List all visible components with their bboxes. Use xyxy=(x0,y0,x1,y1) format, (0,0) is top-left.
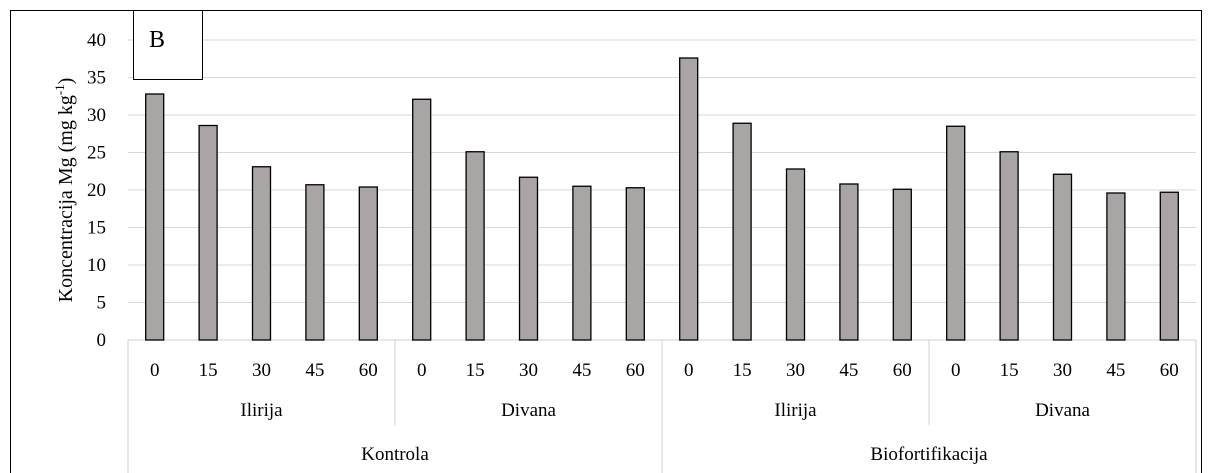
subgroup-label: Divana xyxy=(1035,400,1090,421)
x-tick-label: 45 xyxy=(839,360,858,381)
x-tick-label: 0 xyxy=(150,360,160,381)
x-tick-label: 60 xyxy=(1160,360,1179,381)
x-tick-label: 30 xyxy=(1053,360,1072,381)
x-tick-label: 60 xyxy=(359,360,378,381)
bar xyxy=(518,176,539,341)
bar xyxy=(1106,192,1126,341)
bar xyxy=(1159,191,1179,341)
y-tick-label: 30 xyxy=(87,105,106,126)
bar xyxy=(305,184,325,341)
bar xyxy=(251,166,272,341)
bar xyxy=(839,183,859,341)
subgroup-label: Ilirija xyxy=(774,400,817,421)
x-tick-label: 0 xyxy=(684,360,694,381)
x-tick-label: 30 xyxy=(519,360,538,381)
bar xyxy=(732,122,752,341)
bar xyxy=(1052,173,1073,341)
x-tick-label: 60 xyxy=(626,360,645,381)
x-tick-label: 0 xyxy=(951,360,961,381)
y-tick-label: 40 xyxy=(87,30,106,51)
x-tick-label: 60 xyxy=(893,360,912,381)
y-axis-title: Koncentracija Mg (mg kg-1) xyxy=(52,78,77,303)
y-tick-label: 5 xyxy=(97,293,107,314)
bar xyxy=(625,187,645,341)
x-tick-label: 15 xyxy=(466,360,485,381)
y-tick-label: 25 xyxy=(87,143,106,164)
y-tick-label: 15 xyxy=(87,218,106,239)
panel-label: B xyxy=(133,10,203,80)
y-tick-label: 10 xyxy=(87,255,106,276)
bar xyxy=(679,57,699,341)
x-tick-label: 45 xyxy=(305,360,324,381)
y-tick-label: 20 xyxy=(87,180,106,201)
x-tick-label: 15 xyxy=(733,360,752,381)
bar xyxy=(198,124,218,341)
bar xyxy=(946,125,966,341)
group-label: Biofortifikacija xyxy=(870,444,988,465)
bar xyxy=(358,186,378,341)
x-tick-label: 30 xyxy=(786,360,805,381)
bar xyxy=(892,188,912,341)
bar xyxy=(465,151,485,341)
x-tick-label: 0 xyxy=(417,360,427,381)
x-tick-label: 15 xyxy=(199,360,218,381)
y-tick-label: 0 xyxy=(97,330,107,351)
subgroup-label: Divana xyxy=(501,400,556,421)
bar xyxy=(999,151,1019,341)
x-tick-label: 30 xyxy=(252,360,271,381)
bar xyxy=(572,185,592,341)
subgroup-label: Ilirija xyxy=(240,400,283,421)
chart-frame xyxy=(10,10,1202,473)
bar xyxy=(412,98,432,341)
x-tick-label: 15 xyxy=(1000,360,1019,381)
y-tick-label: 35 xyxy=(87,68,106,89)
x-tick-label: 45 xyxy=(572,360,591,381)
group-label: Kontrola xyxy=(361,444,429,465)
bar xyxy=(785,168,806,341)
bar xyxy=(145,93,165,341)
x-tick-label: 45 xyxy=(1106,360,1125,381)
